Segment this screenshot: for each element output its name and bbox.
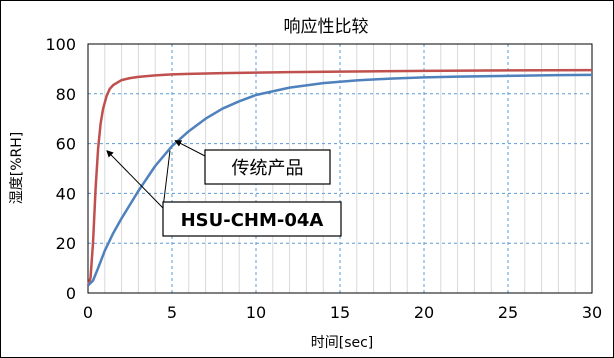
chart-title: 响应性比较 [284, 17, 369, 37]
y-tick-label: 0 [66, 284, 76, 303]
y-tick-label: 60 [56, 135, 76, 154]
callout-label: 传统产品 [232, 158, 304, 179]
x-tick-label: 15 [330, 303, 350, 322]
x-tick-label: 0 [83, 303, 93, 322]
x-tick-label: 5 [167, 303, 177, 322]
x-tick-label: 30 [582, 303, 602, 322]
x-tick-label: 25 [498, 303, 518, 322]
x-axis-label: 时间[sec] [311, 335, 374, 351]
x-tick-label: 10 [246, 303, 266, 322]
x-tick-label: 20 [414, 303, 434, 322]
y-tick-label: 80 [56, 85, 76, 104]
y-tick-label: 100 [45, 35, 76, 54]
y-axis-label: 湿度[%RH] [9, 132, 25, 204]
callout-label: HSU-CHM-04A [181, 210, 324, 231]
y-tick-label: 40 [56, 184, 76, 203]
y-tick-label: 20 [56, 234, 76, 253]
